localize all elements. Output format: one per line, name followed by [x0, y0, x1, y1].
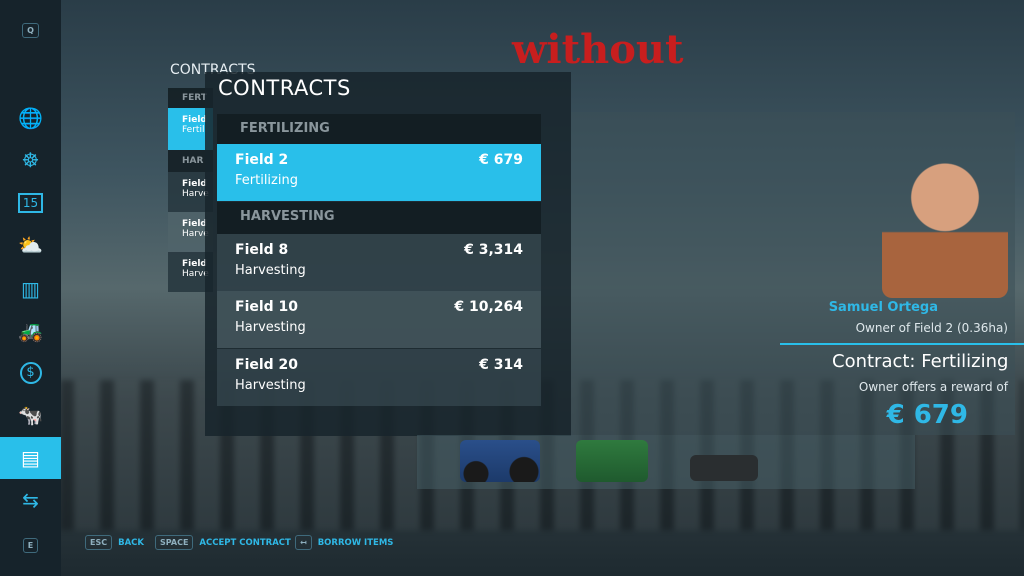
contracts-icon: ▤: [21, 446, 40, 470]
sidebar-item-finances[interactable]: $: [0, 352, 61, 394]
page-title: CONTRACTS: [218, 76, 351, 100]
finance-icon: $: [19, 362, 42, 384]
owner-info: Owner of Field 2 (0.36ha): [855, 321, 1008, 335]
accept-contract-button[interactable]: SPACE ACCEPT CONTRACT: [155, 535, 291, 550]
sidebar-item-garage[interactable]: 🚜: [0, 310, 61, 352]
globe-icon: 🌐: [18, 106, 43, 130]
weight-item[interactable]: [690, 455, 758, 481]
sidebar-item-animals[interactable]: 🐄: [0, 394, 61, 436]
back-button[interactable]: ESC BACK: [85, 535, 144, 550]
animals-icon: 🐄: [18, 403, 43, 427]
ghost-header: HAR: [168, 150, 213, 172]
sidebar-item-statistics[interactable]: ▥: [0, 268, 61, 310]
sidebar-next-key[interactable]: E: [0, 524, 61, 566]
group-header-harvesting: HARVESTING: [217, 202, 541, 234]
watermark-text: without: [512, 26, 684, 73]
contract-title: Contract: Fertilizing: [832, 351, 1009, 372]
group-header-fertilizing: FERTILIZING: [217, 114, 541, 144]
sidebar-item-weather[interactable]: ⛅: [0, 224, 61, 266]
production-icon: ⇆: [22, 488, 39, 512]
reward-label: Owner offers a reward of: [858, 380, 1008, 394]
sidebar-item-calendar[interactable]: 15: [0, 182, 61, 224]
contract-row[interactable]: Field 10 € 10,264 Harvesting: [217, 291, 541, 348]
borrow-items-button[interactable]: ↤ BORROW ITEMS: [295, 535, 393, 550]
owner-portrait: [882, 150, 1008, 298]
steering-wheel-icon: ☸: [21, 148, 40, 172]
fertilizer-spreader-item[interactable]: [576, 440, 648, 482]
tractor-icon: 🚜: [18, 319, 43, 343]
contract-row[interactable]: Field 8 € 3,314 Harvesting: [217, 234, 541, 291]
contract-row[interactable]: Field 2 € 679 Fertilizing: [217, 144, 541, 201]
sidebar-item-map[interactable]: 🌐: [0, 97, 61, 139]
contract-row[interactable]: Field 20 € 314 Harvesting: [217, 349, 541, 406]
sidebar-item-vehicles[interactable]: ☸: [0, 139, 61, 181]
sidebar-prev-key[interactable]: Q: [0, 9, 61, 51]
tractor-item[interactable]: [460, 440, 540, 482]
statistics-icon: ▥: [21, 277, 40, 301]
weather-icon: ⛅: [18, 233, 43, 257]
sidebar-item-contracts[interactable]: ▤: [0, 437, 61, 479]
sidebar-item-production[interactable]: ⇆: [0, 479, 61, 521]
ghost-header: FERT: [168, 88, 213, 108]
calendar-icon: 15: [17, 193, 44, 213]
divider: [780, 343, 1024, 345]
reward-amount: € 679: [886, 400, 968, 430]
sidebar: Q 🌐 ☸ 15 ⛅ ▥ 🚜 $ 🐄 ▤ ⇆ E: [0, 0, 61, 576]
owner-name: Samuel Ortega: [828, 300, 938, 315]
